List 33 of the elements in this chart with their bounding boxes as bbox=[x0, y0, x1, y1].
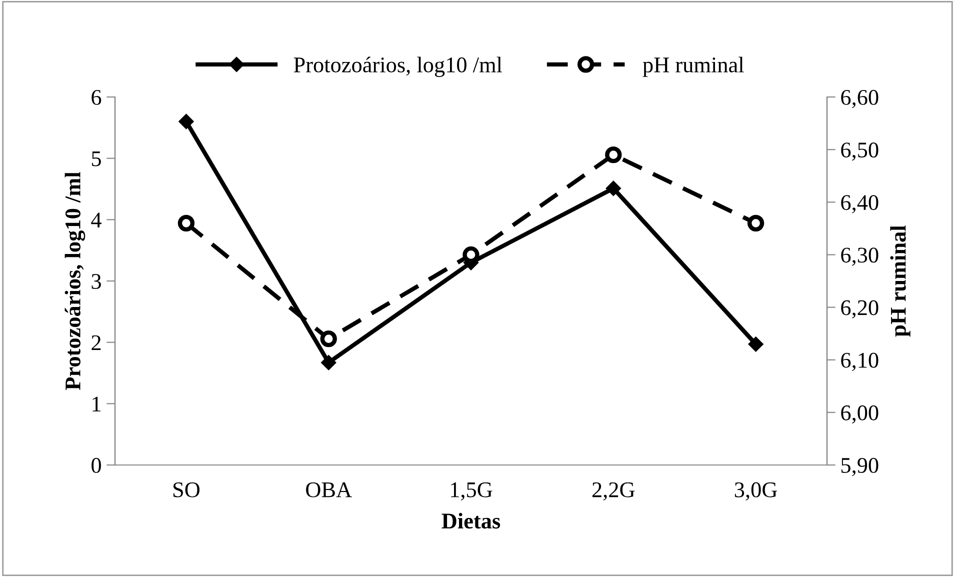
x-tick-label: OBA bbox=[306, 482, 352, 498]
y2-tick-label: 6,30 bbox=[841, 248, 878, 266]
y-tick-label: 0 bbox=[92, 458, 101, 473]
point bbox=[320, 330, 337, 348]
y-tick-label: 3 bbox=[92, 274, 101, 289]
legend-label: pH ruminal bbox=[642, 56, 744, 77]
legend-label: Protozoários, log10 /ml bbox=[294, 56, 502, 77]
x-axis-title: Dietas bbox=[442, 512, 500, 529]
y-axis-title: Protozoários, log10 /ml bbox=[64, 172, 86, 390]
y2-tick-label: 6,50 bbox=[841, 142, 878, 161]
y2-tick-label: 6,40 bbox=[841, 195, 878, 214]
y2-tick-label: 5,90 bbox=[841, 458, 878, 476]
y2-axis-title: pH ruminal bbox=[890, 226, 910, 337]
y-tick-label: 5 bbox=[92, 151, 101, 166]
point bbox=[178, 214, 195, 232]
x-tick-label: SO bbox=[173, 482, 200, 498]
y-tick-label: 6 bbox=[92, 90, 102, 105]
y-tick-label: 2 bbox=[92, 335, 101, 350]
point bbox=[747, 214, 764, 232]
y2-tick-label: 6,10 bbox=[841, 352, 878, 371]
y2-tick-label: 6,00 bbox=[841, 405, 878, 424]
point bbox=[321, 355, 336, 370]
point bbox=[605, 146, 622, 164]
y2-tick-label: 6,20 bbox=[841, 300, 878, 318]
y-tick-label: 1 bbox=[92, 396, 100, 412]
point bbox=[748, 336, 764, 352]
x-tick-label: 2,2G bbox=[592, 482, 635, 501]
point bbox=[606, 180, 621, 196]
x-tick-label: 1,5G bbox=[451, 482, 492, 501]
y-tick-label: 4 bbox=[91, 212, 102, 228]
point bbox=[178, 114, 194, 130]
y2-tick-label: 6,60 bbox=[841, 90, 878, 108]
x-tick-label: 3,0G bbox=[734, 482, 778, 501]
